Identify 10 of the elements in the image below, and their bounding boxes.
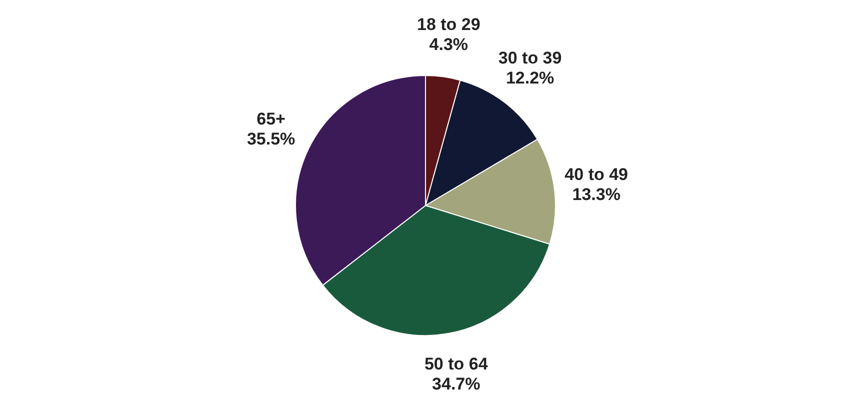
slice-label: 40 to 49 xyxy=(564,165,628,184)
data-label: 4.3% xyxy=(429,34,468,54)
slice-label: 50 to 64 xyxy=(424,354,488,374)
data-label: 12.2% xyxy=(506,68,554,88)
slice-label: 65+ xyxy=(256,110,286,129)
slice-label: 30 to 39 xyxy=(498,48,562,68)
data-label: 13.3% xyxy=(572,185,620,204)
data-label: 34.7% xyxy=(432,374,480,394)
data-label: 35.5% xyxy=(246,130,296,149)
slice-label: 18 to 29 xyxy=(417,14,480,34)
